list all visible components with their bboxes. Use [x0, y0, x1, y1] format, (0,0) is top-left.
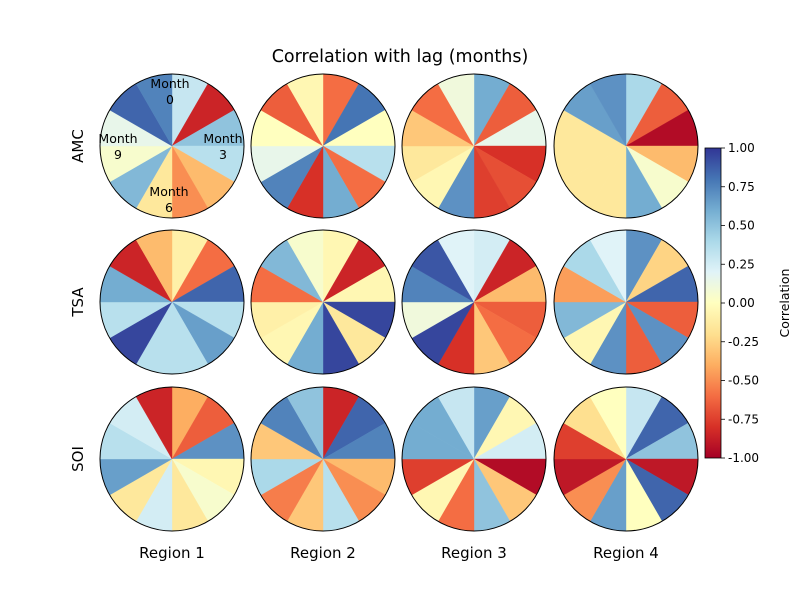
- colorbar-tick-label: 0.00: [728, 296, 755, 310]
- colorbar: -1.00 -0.75 -0.50 -0.25 0.00 0.25 0.50 0.75 1.00…: [704, 141, 792, 465]
- column-label-region-4: Region 4: [593, 544, 659, 562]
- pie-outline: [553, 73, 699, 219]
- pie-outline: [99, 73, 245, 219]
- column-labels: Region 1 Region 2 Region 3 Region 4: [139, 544, 659, 562]
- pie-tsa-region-4: [553, 229, 699, 375]
- lag-label-2: Month 6: [149, 184, 188, 215]
- pie-tsa-region-3: [401, 229, 547, 375]
- chart-title: Correlation with lag (months): [272, 47, 529, 67]
- pie-outline: [401, 386, 547, 532]
- pie-outline: [99, 386, 245, 532]
- pie-soi-region-4: [553, 386, 699, 532]
- row-label-tsa: TSA: [69, 287, 87, 318]
- row-labels: AMC TSA SOI: [69, 129, 87, 472]
- lag-labels: Month 0 Month 3 Month 6 Month 9: [98, 76, 242, 215]
- colorbar-tick-label: 0.50: [728, 219, 755, 233]
- column-label-region-2: Region 2: [290, 544, 356, 562]
- colorbar-tick-label: -0.25: [728, 335, 759, 349]
- lag-label-3: Month 9: [98, 131, 137, 162]
- colorbar-tick-label: -0.75: [728, 412, 759, 426]
- pie-outline: [250, 73, 396, 219]
- lag-label-0: Month 0: [150, 76, 189, 107]
- row-label-amc: AMC: [69, 129, 87, 163]
- pie-amc-region-3: [401, 73, 547, 219]
- colorbar-tick-label: -0.50: [728, 374, 759, 388]
- pie-outline: [99, 229, 245, 375]
- pie-outline: [553, 386, 699, 532]
- colorbar-tick-label: 0.25: [728, 257, 755, 271]
- colorbar-gradient: [704, 147, 722, 459]
- row-label-soi: SOI: [69, 446, 87, 472]
- lag-label-1: Month 3: [203, 131, 242, 162]
- colorbar-tick-label: 1.00: [728, 141, 755, 155]
- pie-amc-region-4: [553, 73, 699, 219]
- column-label-region-1: Region 1: [139, 544, 205, 562]
- colorbar-label: Correlation: [777, 269, 792, 338]
- pie-outline: [250, 386, 396, 532]
- pie-soi-region-1: [99, 386, 245, 532]
- colorbar-tick-label: -1.00: [728, 451, 759, 465]
- pie-outline: [250, 229, 396, 375]
- pie-outline: [401, 73, 547, 219]
- pie-outline: [401, 229, 547, 375]
- pie-amc-region-2: [250, 73, 396, 219]
- pie-outline: [553, 229, 699, 375]
- pie-amc-region-1: [99, 73, 245, 219]
- pie-soi-region-3: [401, 386, 547, 532]
- colorbar-tick-label: 0.75: [728, 180, 755, 194]
- pie-tsa-region-2: [250, 229, 396, 375]
- column-label-region-3: Region 3: [441, 544, 507, 562]
- pie-soi-region-2: [250, 386, 396, 532]
- pie-grid: [99, 73, 699, 532]
- pie-tsa-region-1: [99, 229, 245, 375]
